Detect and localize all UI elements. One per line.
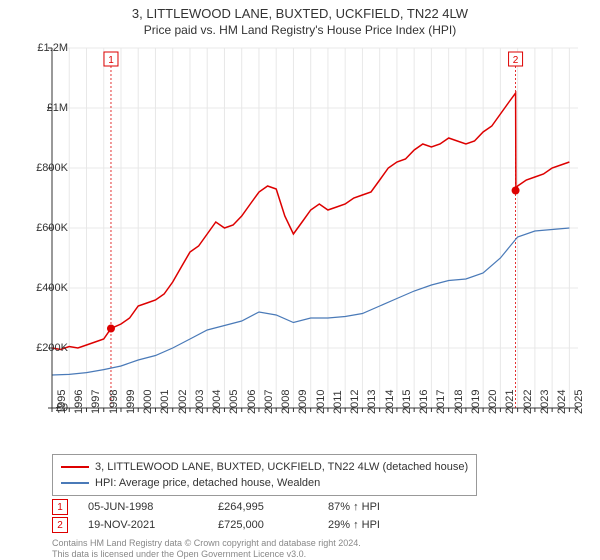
x-tick-label: 2014 (384, 390, 396, 414)
x-tick-label: 2011 (332, 390, 344, 414)
x-tick-label: 2016 (418, 390, 430, 414)
x-tick-label: 2001 (159, 390, 171, 414)
sale-row: 1 05-JUN-1998£264,99587% ↑ HPI (52, 498, 428, 516)
sale-price: £725,000 (218, 519, 328, 531)
y-tick-label: £600K (36, 222, 68, 234)
x-tick-label: 2010 (315, 390, 327, 414)
x-tick-label: 2017 (435, 390, 447, 414)
chart-container: 3, LITTLEWOOD LANE, BUXTED, UCKFIELD, TN… (0, 0, 600, 560)
y-tick-label: £400K (36, 282, 68, 294)
x-tick-label: 1998 (108, 390, 120, 414)
x-tick-label: 2000 (142, 390, 154, 414)
sale-price: £264,995 (218, 501, 328, 513)
x-tick-label: 2002 (177, 390, 189, 414)
x-tick-label: 2022 (522, 390, 534, 414)
title-block: 3, LITTLEWOOD LANE, BUXTED, UCKFIELD, TN… (0, 0, 600, 37)
sale-row: 2 19-NOV-2021£725,00029% ↑ HPI (52, 516, 428, 534)
sales-table: 1 05-JUN-1998£264,99587% ↑ HPI 2 19-NOV-202… (52, 498, 428, 534)
sale-pct: 87% ↑ HPI (328, 501, 428, 513)
x-tick-label: 1996 (73, 390, 85, 414)
x-tick-label: 2020 (487, 390, 499, 414)
x-tick-label: 2004 (211, 390, 223, 414)
footer: Contains HM Land Registry data © Crown c… (52, 538, 361, 560)
x-tick-label: 1995 (56, 390, 68, 414)
y-tick-label: £1.2M (37, 42, 68, 54)
y-tick-label: £800K (36, 162, 68, 174)
x-tick-label: 2012 (349, 390, 361, 414)
x-tick-label: 2005 (228, 390, 240, 414)
x-tick-label: 2021 (504, 390, 516, 414)
x-tick-label: 2015 (401, 390, 413, 414)
x-tick-label: 2013 (366, 390, 378, 414)
legend-text: HPI: Average price, detached house, Weal… (95, 477, 320, 489)
title-sub: Price paid vs. HM Land Registry's House … (0, 23, 600, 37)
x-tick-label: 2024 (556, 390, 568, 414)
x-tick-label: 2025 (573, 390, 585, 414)
x-tick-label: 1999 (125, 390, 137, 414)
svg-text:2: 2 (513, 55, 519, 66)
y-tick-label: £200K (36, 342, 68, 354)
sale-date: 05-JUN-1998 (88, 501, 218, 513)
footer-line1: Contains HM Land Registry data © Crown c… (52, 538, 361, 549)
x-tick-label: 1997 (90, 390, 102, 414)
x-tick-label: 2006 (246, 390, 258, 414)
x-tick-label: 2019 (470, 390, 482, 414)
sale-marker: 2 (52, 517, 68, 533)
chart-svg: 12 (52, 48, 578, 408)
legend-box: 3, LITTLEWOOD LANE, BUXTED, UCKFIELD, TN… (52, 454, 477, 496)
legend-row: 3, LITTLEWOOD LANE, BUXTED, UCKFIELD, TN… (61, 459, 468, 475)
x-tick-label: 2008 (280, 390, 292, 414)
y-tick-label: £1M (47, 102, 68, 114)
legend-text: 3, LITTLEWOOD LANE, BUXTED, UCKFIELD, TN… (95, 461, 468, 473)
sale-pct: 29% ↑ HPI (328, 519, 428, 531)
svg-text:1: 1 (108, 55, 114, 66)
sale-marker: 1 (52, 499, 68, 515)
legend-swatch (61, 466, 89, 468)
x-tick-label: 2018 (453, 390, 465, 414)
x-tick-label: 2023 (539, 390, 551, 414)
legend-swatch (61, 482, 89, 484)
footer-line2: This data is licensed under the Open Gov… (52, 549, 361, 560)
x-tick-label: 2003 (194, 390, 206, 414)
legend-row: HPI: Average price, detached house, Weal… (61, 475, 468, 491)
x-tick-label: 2009 (297, 390, 309, 414)
sale-date: 19-NOV-2021 (88, 519, 218, 531)
x-tick-label: 2007 (263, 390, 275, 414)
title-main: 3, LITTLEWOOD LANE, BUXTED, UCKFIELD, TN… (0, 6, 600, 21)
